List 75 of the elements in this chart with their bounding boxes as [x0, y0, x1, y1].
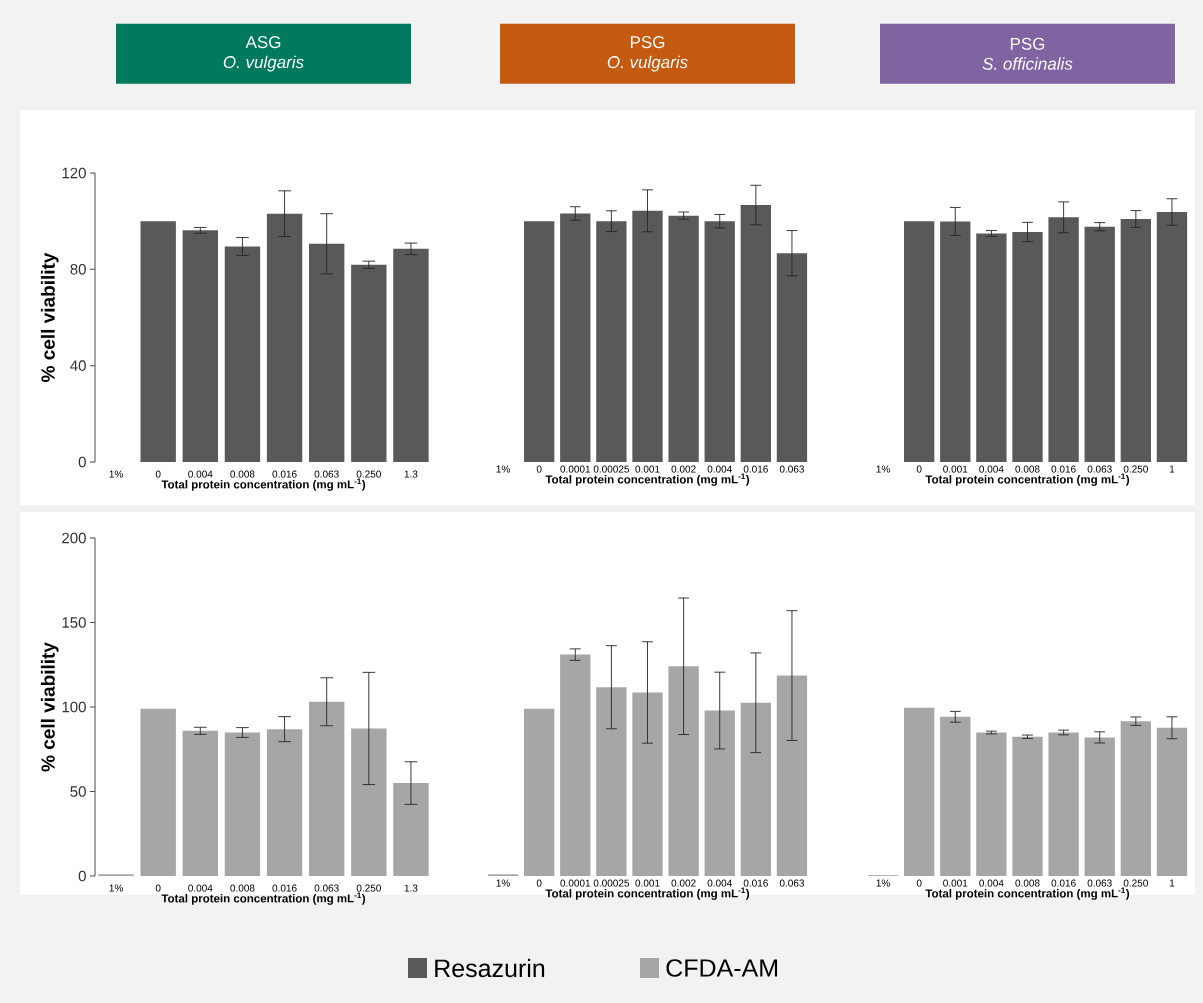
x-tick-label: 0.004	[707, 465, 732, 473]
y-tick-label: 150	[62, 617, 86, 628]
chart-subtitle: S. officinalis	[982, 57, 1073, 70]
x-axis-title: Total protein concentration (mg mL$^{-1}$)	[925, 887, 1130, 900]
x-tick-label: 0	[916, 465, 922, 473]
x-tick-label: 0	[536, 879, 542, 887]
y-tick-label: 80	[70, 264, 86, 275]
x-tick-label: 1	[1169, 465, 1175, 473]
x-axis-title: Total protein concentration (mg mL$^{-1}$)	[161, 478, 366, 491]
x-tick-label: 1%	[496, 465, 510, 473]
x-tick-label: 0.001	[635, 465, 660, 473]
x-tick-label: 0.063	[314, 470, 339, 478]
x-tick-label: 0.016	[272, 470, 297, 478]
x-tick-label: 0.0001	[560, 879, 591, 887]
x-tick-label: 0.063	[1087, 465, 1112, 473]
x-tick-label: 0.016	[743, 465, 768, 473]
x-tick-label: 0.250	[356, 470, 381, 478]
x-tick-label: 1	[1169, 879, 1175, 887]
x-tick-label: 0	[916, 879, 922, 887]
x-tick-label: 0.008	[1015, 465, 1040, 473]
x-tick-label: 0.002	[671, 879, 696, 887]
x-tick-label: 0.001	[635, 879, 660, 887]
y-tick-label: 40	[70, 360, 86, 371]
x-tick-label: 0.002	[671, 465, 696, 473]
legend-label: Resazurin	[435, 958, 545, 978]
x-tick-label: 0.001	[943, 465, 968, 473]
x-tick-label: 0.016	[1051, 879, 1076, 887]
y-tick-label: 120	[62, 167, 86, 179]
x-tick-label: 0.016	[743, 879, 768, 887]
x-tick-label: 0.016	[1051, 465, 1076, 473]
x-tick-label: 0.00025	[593, 879, 630, 887]
x-tick-label: 0.063	[314, 884, 339, 892]
x-tick-label: 0	[155, 884, 161, 892]
x-axis-title: Total protein concentration (mg mL$^{-1}$)	[545, 473, 750, 486]
x-tick-label: 1.3	[404, 470, 418, 478]
chart-title: ASG	[245, 36, 281, 49]
x-tick-label: 1%	[876, 879, 890, 887]
x-tick-label: 0.016	[272, 884, 297, 892]
x-tick-label: 0.008	[230, 884, 255, 892]
x-tick-label: 0.250	[356, 884, 381, 892]
chart-title: PSG	[1010, 37, 1045, 50]
x-tick-label: 0.00025	[593, 465, 630, 473]
y-tick-label: 50	[70, 786, 86, 797]
x-tick-label: 0.250	[1123, 879, 1148, 887]
x-tick-label: 0.004	[188, 884, 213, 892]
x-tick-label: 0.063	[1087, 879, 1112, 887]
chart-subtitle: O. vulgaris	[607, 55, 688, 72]
y-axis-title: % cell viability	[40, 252, 59, 382]
y-tick-label: 200	[62, 532, 86, 544]
x-tick-label: 1%	[109, 470, 123, 478]
x-tick-label: 0.004	[979, 879, 1004, 887]
x-tick-label: 0.0001	[560, 465, 591, 473]
y-axis-title: % cell viability	[40, 642, 59, 772]
legend-label: CFDA-AM	[666, 959, 778, 977]
chart-subtitle: O. vulgaris	[223, 55, 304, 72]
x-axis-title: Total protein concentration (mg mL$^{-1}$)	[161, 892, 366, 905]
x-tick-label: 0.004	[707, 879, 732, 887]
x-tick-label: 0.063	[779, 465, 805, 473]
x-axis-title: Total protein concentration (mg mL$^{-1}$)	[925, 473, 1130, 486]
x-tick-label: 1%	[109, 884, 123, 892]
x-tick-label: 0.004	[188, 470, 213, 478]
x-axis-title: Total protein concentration (mg mL$^{-1}$)	[545, 887, 750, 900]
y-tick-label: 100	[62, 701, 86, 713]
x-tick-label: 0.001	[943, 879, 968, 887]
x-tick-label: 1.3	[404, 884, 418, 892]
x-tick-label: 0.063	[779, 879, 805, 887]
x-tick-label: 1%	[496, 879, 510, 887]
x-tick-label: 0.008	[230, 470, 255, 478]
x-tick-label: 1%	[876, 465, 890, 473]
x-tick-label: 0.008	[1015, 879, 1040, 887]
x-tick-label: 0	[536, 465, 542, 473]
x-tick-label: 0.004	[979, 465, 1004, 473]
chart-title: PSG	[630, 36, 665, 49]
x-tick-label: 0	[155, 470, 161, 478]
x-tick-label: 0.250	[1123, 465, 1148, 473]
